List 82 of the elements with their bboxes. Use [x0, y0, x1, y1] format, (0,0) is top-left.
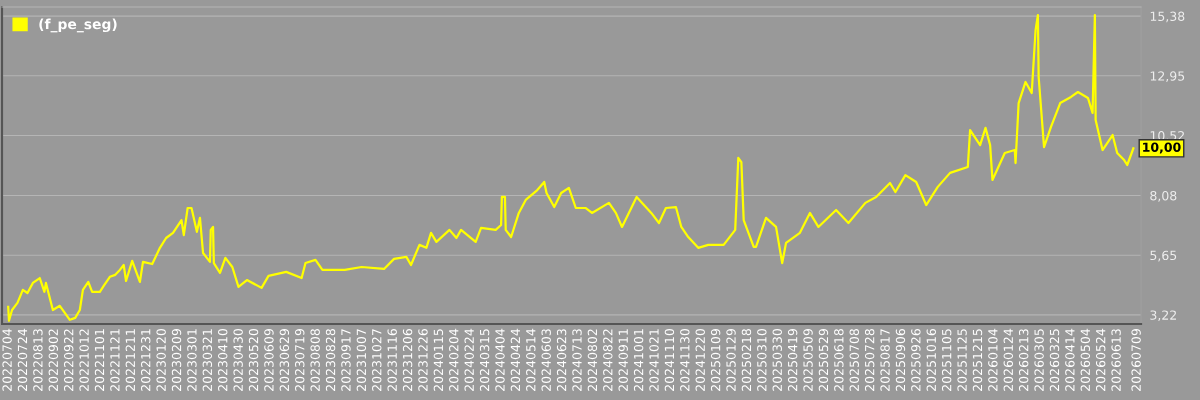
x-tick-label: 20260305 — [1034, 329, 1044, 391]
y-tick-label: 8,08 — [1150, 190, 1177, 202]
x-tick-label: 20230609 — [264, 329, 274, 391]
x-tick-label: 20230410 — [218, 329, 228, 391]
x-tick-label: 20230629 — [279, 329, 290, 391]
x-tick-label: 20241220 — [695, 329, 705, 391]
x-tick-label: 20250509 — [803, 329, 813, 391]
x-tick-label: 20230828 — [325, 329, 336, 391]
x-tick-label: 20251105 — [941, 329, 952, 391]
x-tick-label: 20240623 — [556, 329, 567, 391]
x-tick-label: 20240224 — [464, 328, 474, 391]
x-tick-label: 20240713 — [572, 329, 582, 391]
x-tick-label: 20250529 — [818, 329, 829, 391]
x-tick-label: 20230520 — [248, 329, 259, 391]
x-tick-label: 20220902 — [48, 329, 59, 391]
x-tick-label: 20250817 — [880, 329, 890, 391]
x-tick-label: 20260504 — [1080, 328, 1091, 391]
x-tick-label: 20260325 — [1049, 329, 1060, 391]
x-tick-label: 20230719 — [295, 329, 305, 391]
x-tick-label: 20251215 — [972, 329, 983, 391]
x-tick-label: 20220813 — [33, 329, 43, 391]
x-tick-label: 20250419 — [787, 329, 798, 391]
x-tick-label: 20231206 — [402, 328, 413, 391]
x-tick-label: 20221012 — [79, 329, 89, 391]
x-tick-label: 20250708 — [849, 329, 859, 391]
x-tick-label: 20260124 — [1003, 328, 1014, 391]
x-tick-label: 20221101 — [94, 329, 105, 391]
x-tick-label: 20220704 — [2, 328, 12, 391]
x-tick-label: 20230120 — [156, 329, 166, 391]
y-tick-label: 12,95 — [1150, 71, 1185, 83]
x-tick-label: 20260709 — [1131, 329, 1141, 391]
x-tick-label: 20221121 — [110, 329, 120, 391]
x-tick-label: 20250906 — [895, 328, 906, 391]
x-tick-label: 20240204 — [449, 328, 459, 391]
x-tick-label: 20241021 — [649, 329, 659, 391]
x-tick-label: 20230321 — [202, 329, 213, 391]
x-tick-label: 20250218 — [741, 329, 752, 391]
x-tick-label: 20231027 — [372, 329, 382, 391]
x-tick-label: 20231226 — [418, 328, 428, 391]
x-tick-label: 20230301 — [187, 329, 197, 391]
x-tick-label: 20220724 — [17, 328, 28, 391]
x-tick-label: 20230808 — [310, 329, 320, 391]
x-tick-label: 20220922 — [63, 329, 74, 391]
x-tick-label: 20240822 — [603, 329, 613, 391]
x-tick-label: 20260414 — [1065, 328, 1075, 391]
x-tick-label: 20221231 — [141, 329, 151, 391]
x-tick-label: 20240802 — [587, 329, 598, 391]
x-tick-label: 20260613 — [1111, 329, 1121, 391]
x-tick-label: 20230917 — [341, 329, 351, 391]
x-tick-label: 20240911 — [618, 329, 628, 391]
x-tick-label: 20240424 — [510, 328, 521, 391]
x-tick-label: 20250129 — [726, 329, 736, 391]
x-tick-label: 20260213 — [1018, 329, 1029, 391]
x-tick-label: 20251016 — [926, 328, 936, 391]
x-tick-label: 20250310 — [757, 329, 767, 391]
y-tick-label: 15,38 — [1150, 11, 1185, 23]
y-tick-label: 3,22 — [1150, 310, 1176, 322]
x-tick-label: 20231007 — [356, 329, 367, 391]
legend-label: (f_pe_seg) — [39, 18, 117, 33]
x-tick-label: 20260524 — [1095, 328, 1106, 391]
x-tick-label: 20240315 — [479, 329, 490, 391]
x-tick-label: 20230430 — [233, 329, 243, 391]
x-tick-label: 20241130 — [680, 329, 690, 391]
x-tick-label: 20240514 — [526, 328, 536, 391]
x-tick-label: 20230209 — [171, 329, 182, 391]
x-tick-label: 20241001 — [633, 329, 644, 391]
x-tick-label: 20250618 — [834, 329, 844, 391]
x-tick-label: 20250330 — [772, 329, 782, 391]
x-tick-label: 20251125 — [957, 329, 967, 391]
y-tick-label: 5,65 — [1150, 250, 1177, 262]
x-tick-label: 20240404 — [495, 328, 505, 391]
x-tick-label: 20250926 — [911, 328, 921, 391]
x-tick-label: 20240603 — [541, 329, 551, 391]
x-tick-label: 20260104 — [988, 328, 998, 391]
annotation: 10,00 — [1143, 142, 1181, 154]
x-tick-label: 20240115 — [433, 329, 444, 391]
x-tick-label: 20250109 — [710, 329, 721, 391]
x-tick-label: 20221211 — [125, 329, 136, 391]
line-series — [7, 14, 1135, 322]
x-tick-label: 20231116 — [387, 328, 397, 391]
x-tick-label: 20250728 — [864, 329, 875, 391]
x-tick-label: 20241110 — [664, 329, 675, 391]
